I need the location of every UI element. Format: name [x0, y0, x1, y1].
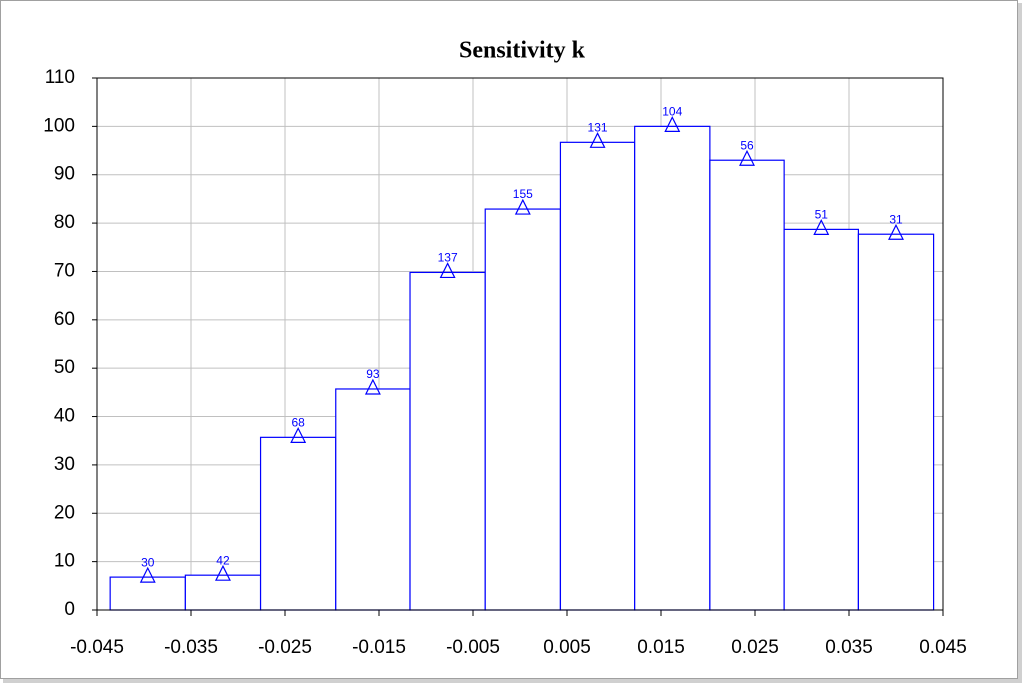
x-tick-label: 0.045	[919, 637, 967, 658]
point-label: 68	[291, 416, 305, 430]
point-label: 31	[889, 212, 903, 226]
bar	[857, 233, 935, 611]
frame-shadow	[1018, 3, 1022, 683]
point-label: 30	[141, 555, 155, 569]
point-label: 104	[662, 105, 682, 119]
point-marker	[439, 262, 456, 279]
point-marker	[888, 223, 904, 240]
x-tick-label: -0.025	[258, 637, 312, 658]
point-label: 56	[740, 138, 754, 152]
point-label: 137	[438, 251, 458, 265]
bar	[409, 271, 486, 611]
point-label: 131	[588, 120, 608, 134]
point-label: 155	[513, 187, 533, 201]
x-tick-label: -0.015	[352, 637, 406, 658]
point-marker	[589, 131, 606, 148]
point-label: 51	[815, 208, 829, 222]
x-tick-label: 0.035	[825, 637, 873, 658]
bar	[484, 208, 562, 611]
point-marker	[664, 116, 681, 132]
y-tick-label: 70	[54, 260, 75, 281]
x-tick-label: 0.015	[637, 637, 685, 658]
bar	[783, 228, 860, 611]
chart-title: Sensitivity k	[459, 38, 586, 64]
bar	[259, 436, 337, 611]
point-marker	[514, 198, 531, 215]
y-tick-label: 0	[64, 599, 75, 620]
y-tick-label: 40	[54, 406, 75, 427]
bar	[559, 141, 636, 611]
y-tick-label: 30	[54, 454, 75, 475]
x-tick-label: -0.035	[164, 637, 218, 658]
y-tick-label: 110	[45, 67, 75, 88]
point-marker	[813, 219, 830, 235]
y-tick-label: 90	[54, 164, 75, 185]
point-label: 42	[216, 553, 230, 567]
point-marker	[364, 378, 381, 395]
x-tick-label: 0.005	[543, 637, 591, 658]
y-tick-label: 80	[54, 212, 75, 233]
point-marker	[139, 566, 156, 583]
bar	[634, 125, 711, 611]
x-tick-label: -0.005	[446, 637, 500, 658]
x-tick-label: -0.045	[70, 637, 124, 658]
y-tick-label: 60	[54, 309, 75, 330]
point-marker	[739, 149, 755, 166]
y-tick-label: 20	[54, 502, 75, 523]
point-marker	[290, 427, 307, 443]
plot-border	[96, 77, 944, 611]
x-tick-label: 0.025	[731, 637, 779, 658]
point-marker	[214, 564, 231, 581]
y-tick-label: 10	[54, 551, 75, 572]
y-tick-label: 50	[54, 357, 75, 378]
bar	[709, 159, 785, 611]
point-label: 93	[366, 367, 380, 381]
frame-shadow	[3, 679, 1020, 683]
y-tick-label: 100	[43, 115, 75, 136]
bar	[335, 388, 411, 611]
